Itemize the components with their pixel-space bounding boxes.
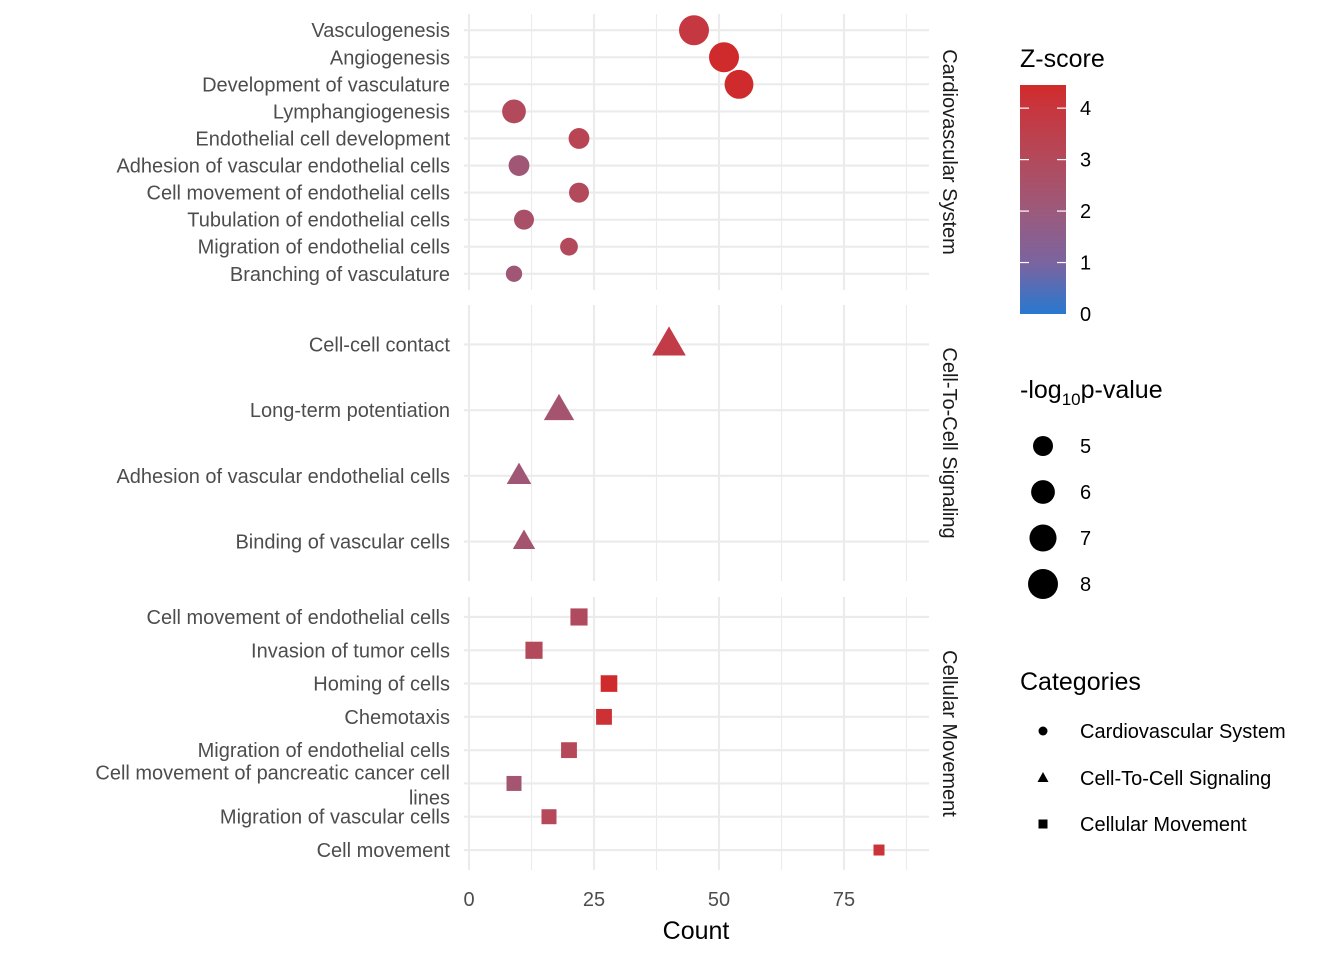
data-point-square: [561, 742, 577, 759]
facet-panel: Cell-cell contact Long-term potentiation A…: [116, 305, 960, 581]
facet-panel: Cell movement of endothelial cells Invasi…: [95, 597, 960, 870]
shape-legend-triangle-icon: [1037, 772, 1049, 782]
shape-legend-label: Cardiovascular System: [1080, 721, 1286, 743]
y-tick-label: Long-term potentiation: [250, 400, 450, 422]
data-point-circle: [508, 155, 530, 176]
x-tick-label: 0: [463, 889, 474, 911]
y-tick-label: Cell movement of endothelial cells: [147, 183, 451, 205]
data-point-circle: [560, 237, 578, 256]
y-tick-label: Cell movement of pancreatic cancer cell l…: [95, 762, 450, 809]
x-axis: Count 0 25 50 75: [463, 889, 855, 945]
shape-legend-label: Cell-To-Cell Signaling: [1080, 768, 1271, 790]
data-point-triangle: [512, 529, 536, 549]
colorbar-tick-label: 2: [1080, 201, 1091, 223]
data-point-square: [525, 641, 543, 659]
y-tick-label-line: lines: [409, 787, 450, 809]
facet-strip-label: Cell-To-Cell Signaling: [938, 347, 960, 538]
y-tick-label-line: Cell movement of pancreatic cancer cell: [95, 762, 450, 784]
categories-legend-title: Categories: [1020, 668, 1141, 696]
data-point-square: [506, 775, 522, 791]
colorbar-tick-label: 3: [1080, 150, 1091, 172]
shape-legend-label: Cellular Movement: [1080, 814, 1247, 836]
y-tick-label: Adhesion of vascular endothelial cells: [116, 156, 450, 178]
pvalue-legend-title: -log10p-value: [1020, 376, 1163, 409]
data-point-circle: [568, 128, 590, 149]
y-tick-label: Invasion of tumor cells: [251, 640, 450, 662]
y-tick-label: Adhesion of vascular endothelial cells: [116, 466, 450, 488]
data-point-circle: [569, 182, 589, 203]
data-point-square: [873, 844, 885, 856]
y-tick-label: Cell movement of endothelial cells: [147, 607, 451, 629]
size-legend-key: [1028, 569, 1058, 599]
facet-strip-label: Cellular Movement: [938, 650, 960, 817]
categories-legend: Categories Cardiovascular System Cell-To-…: [1020, 668, 1286, 836]
data-point-square: [570, 608, 588, 626]
colorbar-tick-label: 0: [1080, 304, 1091, 326]
pvalue-title-prefix: -log: [1020, 376, 1062, 404]
data-point-square: [596, 708, 612, 725]
y-tick-label: Binding of vascular cells: [235, 532, 450, 554]
y-tick-label: Migration of endothelial cells: [198, 237, 450, 259]
x-tick-label: 25: [583, 889, 605, 911]
data-point-circle: [505, 265, 523, 282]
colorbar-tick-label: 4: [1080, 98, 1091, 120]
size-legend-label: 8: [1080, 574, 1091, 596]
y-tick-label: Cell movement: [317, 840, 451, 862]
x-tick-label: 75: [833, 889, 855, 911]
facet-panel: Vasculogenesis Angiogenesis Development of…: [116, 14, 960, 290]
pvalue-title-subscript: 10: [1062, 390, 1081, 409]
data-point-square: [541, 809, 557, 825]
y-tick-label: Development of vasculature: [202, 74, 450, 96]
pvalue-title-suffix: p-value: [1081, 376, 1163, 404]
data-point-circle: [679, 15, 709, 46]
x-axis-title: Count: [663, 917, 730, 945]
y-tick-label: Branching of vasculature: [230, 264, 450, 286]
y-tick-label: Endothelial cell development: [195, 128, 450, 150]
y-tick-label: Homing of cells: [313, 674, 450, 696]
zscore-colorbar: [1020, 85, 1066, 314]
y-tick-label: Migration of vascular cells: [220, 807, 450, 829]
y-tick-label: Angiogenesis: [330, 47, 450, 69]
size-legend-key: [1031, 480, 1055, 504]
y-tick-label: Chemotaxis: [344, 707, 450, 729]
size-legend-label: 7: [1080, 528, 1091, 550]
data-point-triangle: [652, 326, 686, 356]
zscore-legend: Z-score 0 1 2 3 4: [1020, 45, 1105, 326]
size-legend-label: 5: [1080, 436, 1091, 458]
size-legend-label: 6: [1080, 482, 1091, 504]
facet-strip-label: Cardiovascular System: [938, 49, 960, 255]
y-tick-label: Tubulation of endothelial cells: [187, 210, 450, 232]
pvalue-legend: -log10p-value 5 6 7 8: [1020, 376, 1163, 599]
y-tick-label: Lymphangiogenesis: [273, 101, 450, 123]
y-tick-label: Vasculogenesis: [311, 20, 450, 42]
shape-legend-circle-icon: [1038, 726, 1048, 736]
data-point-triangle: [506, 462, 532, 484]
shape-legend-square-icon: [1038, 819, 1048, 829]
y-tick-label: Cell-cell contact: [309, 334, 451, 356]
data-point-circle: [502, 99, 526, 124]
data-point-circle: [514, 209, 534, 230]
data-point-square: [600, 675, 618, 692]
y-tick-label: Migration of endothelial cells: [198, 740, 450, 762]
colorbar-tick-label: 1: [1080, 253, 1091, 275]
zscore-legend-title: Z-score: [1020, 45, 1105, 73]
data-point-triangle: [543, 393, 575, 421]
facet-panels: Vasculogenesis Angiogenesis Development of…: [95, 14, 960, 870]
data-point-circle: [709, 42, 739, 73]
size-legend-key: [1033, 436, 1053, 456]
size-legend-key: [1029, 524, 1057, 552]
data-point-circle: [724, 69, 754, 99]
x-tick-label: 50: [708, 889, 730, 911]
